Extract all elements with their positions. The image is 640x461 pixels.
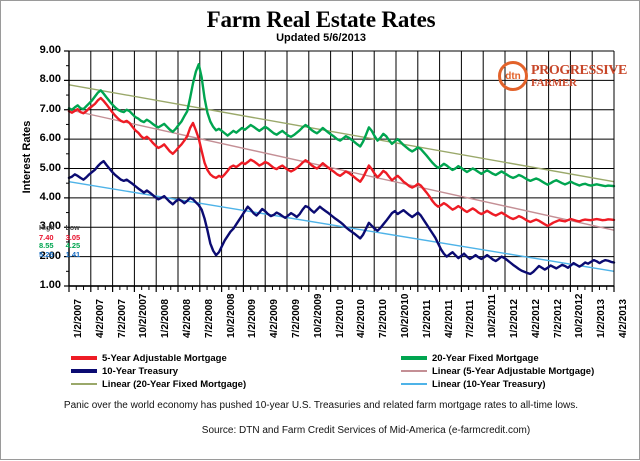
footer-note: Panic over the world economy has pushed … [63,400,579,411]
legend-item[interactable]: 10-Year Treasury [71,365,246,377]
y-tick-label: 5.00 [39,161,61,174]
logo-word-farmer: FARMER [531,76,577,89]
x-tick-label: 1/2/2012 [509,299,520,338]
legend-swatch-icon [401,370,427,372]
x-tick-label: 4/2/2011 [443,299,455,338]
x-tick-label: 1/2/2008 [160,299,172,338]
legend-item[interactable]: Linear (20-Year Fixed Mortgage) [71,378,246,390]
legend-item[interactable]: Linear (5-Year Adjustable Mortgage) [401,365,594,377]
x-tick-label: 7/2/2007 [116,299,128,338]
chart-subtitle: Updated 5/6/2013 [276,32,366,44]
x-tick-label: 1/2/2013 [596,299,608,338]
dtn-progressive-farmer-logo: dtn PROGRESSIVE FARMER [498,59,627,93]
x-tick-label: 10/2/2009 [312,293,324,339]
legend-label: 5-Year Adjustable Mortgage [102,352,227,364]
x-tick-label: 10/2/2012 [574,293,586,339]
legend-swatch-icon [71,356,97,360]
data-series-line [67,63,616,188]
legend-label: 10-Year Treasury [102,365,179,377]
x-tick-label: 1/2/2007 [73,299,84,338]
y-tick-label: 7.00 [39,102,61,115]
x-tick-label: 4/2/2007 [94,299,106,338]
x-tick-label: 10/2/2007 [138,293,150,339]
x-tick-label: 10/2/2010 [400,293,411,339]
high-low-row-blue: 5.25 1.41 [39,249,85,260]
legend-item[interactable]: Linear (10-Year Treasury) [401,378,594,390]
high-value-20yr: 8.55 [39,241,54,251]
high-value-treasury: 5.25 [39,249,54,259]
x-tick-label: 10/2/2011 [487,294,499,338]
chart-title: Farm Real Estate Rates [206,7,436,32]
x-tick-label: 10/2/2008 [225,293,237,339]
logo-word-progressive: PROGRESSIVE [531,62,627,78]
y-tick-label: 1.00 [39,279,61,291]
y-tick-label: 8.00 [39,73,61,86]
x-tick-label: 7/2/2012 [552,299,564,338]
high-value-5yr: 7.40 [39,232,54,242]
legend-label: Linear (20-Year Fixed Mortgage) [102,378,247,390]
y-tick-label: 6.00 [39,132,61,145]
y-tick-label: 2.00 [39,249,61,262]
legend-label: Linear (10-Year Treasury) [432,378,546,390]
high-low-row-red: 7.40 3.05 [39,232,85,243]
x-tick-label: 4/2/2013 [618,299,629,338]
legend-column-left: 5-Year Adjustable Mortgage 10-Year Treasu… [71,352,246,391]
x-tick-label: 7/2/2011 [465,299,477,338]
high-low-header-low: Low [65,225,80,232]
y-tick-label: 9.00 [39,44,61,56]
x-tick-label: 1/2/2009 [247,299,259,338]
dtn-ring-icon [498,61,528,91]
legend-swatch-icon [71,369,97,373]
x-tick-label: 7/2/2009 [291,299,302,338]
legend-swatch-icon [71,383,97,385]
legend-swatch-icon [401,356,427,360]
x-tick-label: 1/2/2011 [421,299,433,338]
footer-source: Source: DTN and Farm Credit Services of … [201,425,531,436]
high-low-table: High Low 7.40 3.05 8.55 4.25 5.25 1.41 [39,225,85,259]
low-value-20yr: 4.25 [65,241,81,251]
low-value-5yr: 3.05 [65,232,81,242]
legend-item[interactable]: 5-Year Adjustable Mortgage [71,352,246,364]
dtn-badge-icon: dtn [498,61,528,91]
high-low-row-green: 8.55 4.25 [39,242,85,251]
x-tick-label: 4/2/2010 [356,299,368,338]
x-tick-label: 7/2/2008 [203,299,215,338]
x-tick-label: 4/2/2008 [182,299,193,338]
trendline [68,109,615,231]
legend-label: Linear (5-Year Adjustable Mortgage) [432,365,595,377]
low-value-treasury: 1.41 [65,249,81,259]
dtn-text: dtn [505,70,521,82]
x-tick-label: 1/2/2010 [334,299,346,338]
y-tick-label: 3.00 [39,220,61,233]
legend-swatch-icon [401,383,427,385]
trendline [68,84,615,183]
x-tick-label: 4/2/2009 [269,299,281,338]
x-tick-label: 7/2/2010 [378,299,390,338]
logo-wordmark: PROGRESSIVE FARMER [531,62,627,89]
high-low-header-high: High [39,225,55,232]
legend-column-right: 20-Year Fixed Mortgage Linear (5-Year Adj… [401,352,594,391]
legend-label: 20-Year Fixed Mortgage [432,352,539,364]
data-series-line [67,159,616,276]
data-series-line [67,96,616,227]
legend-item[interactable]: 20-Year Fixed Mortgage [401,352,594,364]
x-tick-label: 4/2/2012 [530,299,542,338]
y-tick-label: 4.00 [39,190,61,203]
trendline [68,181,615,273]
